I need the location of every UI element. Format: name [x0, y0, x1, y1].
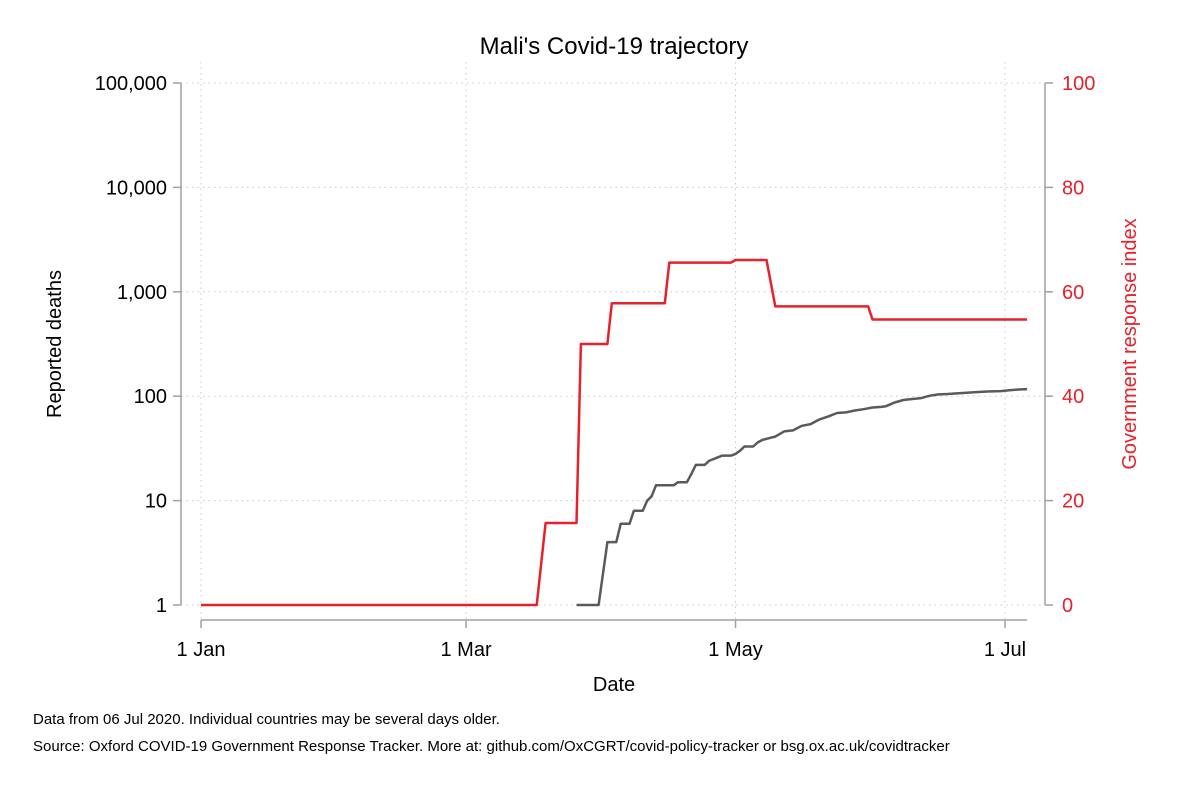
x-tick-label: 1 Jul: [984, 639, 1026, 661]
x-axis-title: Date: [593, 674, 635, 696]
y2-tick-label: 20: [1062, 491, 1084, 513]
x-tick-label: 1 May: [708, 639, 762, 661]
y-tick-label: 1,000: [117, 282, 167, 304]
y2-axis-title: Government response index: [1119, 218, 1141, 469]
right-axis-ticks: 0 20 40 60 80 100: [1045, 73, 1095, 617]
chart-title: Mali's Covid-19 trajectory: [480, 33, 749, 60]
source-note: Source: Oxford COVID-19 Government Respo…: [33, 738, 950, 755]
grid: [181, 62, 1045, 620]
y2-tick-label: 80: [1062, 177, 1084, 199]
deaths-line: [576, 387, 1028, 607]
left-axis-ticks: 1 10 100 1,000 10,000 100,000: [95, 73, 181, 617]
y2-tick-label: 0: [1062, 595, 1073, 617]
y-axis-title: Reported deaths: [44, 270, 66, 418]
y-tick-label: 100: [134, 386, 167, 408]
axes: [180, 83, 1046, 621]
y-tick-label: 10: [145, 491, 167, 513]
x-axis-ticks: 1 Jan 1 Mar 1 May 1 Jul: [177, 620, 1026, 661]
y2-tick-label: 100: [1062, 73, 1095, 95]
y2-tick-label: 40: [1062, 386, 1084, 408]
x-tick-label: 1 Jan: [177, 639, 226, 661]
x-tick-label: 1 Mar: [440, 639, 491, 661]
y-tick-label: 10,000: [106, 177, 167, 199]
y2-tick-label: 60: [1062, 282, 1084, 304]
data-date-note: Data from 06 Jul 2020. Individual countr…: [33, 711, 500, 728]
y-tick-label: 1: [156, 595, 167, 617]
response-index-line: [201, 258, 1028, 607]
y-tick-label: 100,000: [95, 73, 167, 95]
series: [201, 258, 1028, 607]
